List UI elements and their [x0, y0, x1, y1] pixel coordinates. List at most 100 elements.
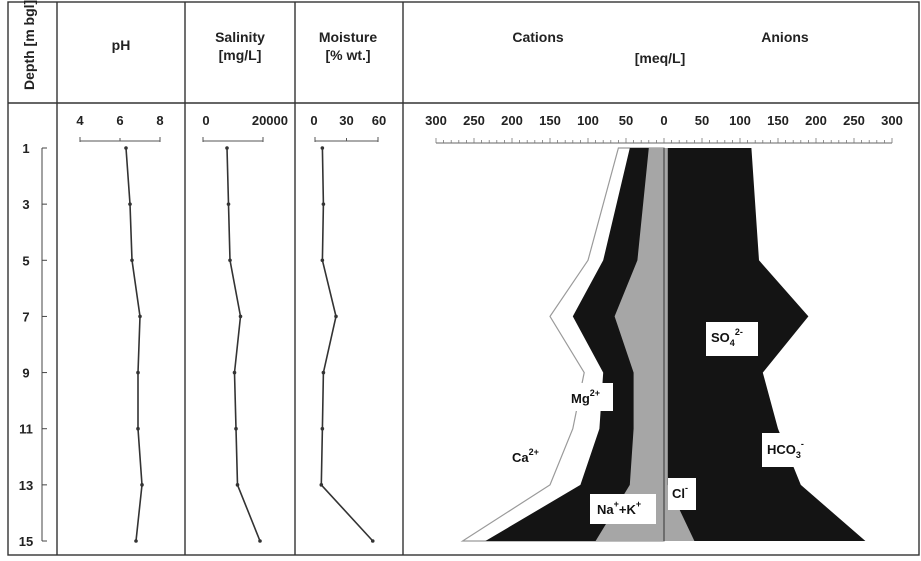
- ion-tick-label: 150: [539, 113, 561, 128]
- ph-point: [140, 483, 144, 487]
- ion-tick-label: 300: [425, 113, 447, 128]
- ph-tick-label: 6: [116, 113, 123, 128]
- moisture-point: [320, 146, 325, 150]
- k-sup: +: [636, 499, 641, 509]
- ph-point: [138, 314, 142, 319]
- ph-point: [136, 370, 140, 375]
- mg-text: Mg: [571, 391, 590, 406]
- ion-tick-label: 150: [767, 113, 789, 128]
- so4-text: SO: [711, 330, 730, 345]
- ion-panel: 300 250 200 150 100 50 0 50 100 150 200 250 300: [425, 113, 903, 542]
- ph-tick-label: 8: [156, 113, 163, 128]
- moisture-point: [321, 370, 326, 375]
- cl-sup: -: [685, 483, 688, 493]
- na-text: Na: [597, 502, 614, 517]
- salinity-point: [238, 314, 243, 319]
- mg-sup: 2+: [590, 388, 600, 398]
- svg-text:HCO3-: HCO3-: [767, 439, 804, 460]
- salinity-point: [226, 202, 231, 206]
- ph-point: [124, 146, 128, 150]
- moisture-panel-unit: [% wt.]: [325, 47, 370, 63]
- depth-tick-label: 5: [22, 253, 29, 268]
- figure-frame: [7, 1, 920, 556]
- ion-tick-label: 200: [805, 113, 827, 128]
- svg-text:Cl-: Cl-: [672, 483, 688, 501]
- ph-point: [130, 258, 134, 263]
- so4-hco3-area: [664, 148, 866, 541]
- depth-tick-label: 7: [22, 309, 29, 324]
- na-k-label: Na++K+: [590, 494, 656, 524]
- so4-sub: 4: [730, 338, 735, 348]
- moisture-profile-line: [320, 147, 374, 542]
- cl-label: Cl-: [668, 478, 696, 510]
- hco3-sup: -: [801, 439, 804, 449]
- ion-tick-label: 300: [881, 113, 903, 128]
- moisture-tick-label: 0: [310, 113, 317, 128]
- salinity-panel-title: Salinity: [215, 29, 265, 45]
- na-k-area: [595, 148, 664, 541]
- ca-label: Ca2+: [505, 443, 549, 469]
- ion-tick-label: 100: [729, 113, 751, 128]
- salinity-point: [228, 258, 232, 263]
- svg-text:Na++K+: Na++K+: [597, 499, 641, 517]
- salinity-point: [258, 539, 262, 543]
- svg-text:SO42-: SO42-: [711, 327, 743, 348]
- depth-tick-label: 11: [19, 422, 33, 437]
- ph-profile-line: [125, 147, 143, 542]
- moisture-point: [321, 202, 326, 206]
- ion-tick-label: 200: [501, 113, 523, 128]
- salinity-point: [234, 426, 238, 431]
- ca-label-box: [505, 443, 549, 469]
- ions-unit: [meq/L]: [635, 50, 686, 66]
- salinity-point: [235, 483, 240, 487]
- depth-tick-label: 9: [22, 366, 29, 381]
- moisture-tick-label: 30: [339, 113, 353, 128]
- na-k-label-box: [590, 494, 656, 524]
- cl-label-box: [668, 478, 696, 510]
- na-k-mid: +K: [619, 502, 637, 517]
- hco3-text: HCO: [767, 442, 796, 457]
- ion-tick-label: 50: [619, 113, 633, 128]
- moisture-tick-label: 60: [372, 113, 386, 128]
- salinity-panel-unit: [mg/L]: [219, 47, 262, 63]
- moisture-panel-title: Moisture: [319, 29, 378, 45]
- salinity-point: [232, 370, 237, 375]
- ion-tick-label: 250: [843, 113, 865, 128]
- svg-text:Mg2+: Mg2+: [571, 388, 600, 406]
- salinity-tick-label: 0: [202, 113, 209, 128]
- mg-label-box: [565, 383, 613, 411]
- ph-point: [134, 539, 138, 543]
- depth-tick-label: 1: [22, 141, 29, 156]
- ca-sup: 2+: [529, 447, 539, 457]
- ph-panel-title: pH: [112, 37, 131, 53]
- salinity-profile-line: [226, 147, 261, 542]
- so4-label-box: [706, 322, 758, 356]
- na-sup: +: [614, 499, 619, 509]
- moisture-point: [320, 258, 325, 263]
- depth-axis-title: Depth [m bgl]: [21, 0, 37, 90]
- svg-text:Ca2+: Ca2+: [512, 447, 539, 465]
- ph-tick-label: 4: [76, 113, 84, 128]
- moisture-point: [334, 314, 338, 319]
- mg-area: [485, 148, 664, 541]
- salinity-point: [225, 146, 229, 150]
- ion-tick-label: 0: [660, 113, 667, 128]
- depth-tick-label: 3: [22, 197, 29, 212]
- anions-title: Anions: [761, 29, 809, 45]
- moisture-point: [319, 483, 324, 487]
- ion-tick-label: 250: [463, 113, 485, 128]
- hco3-label-box: [762, 433, 820, 467]
- ph-point: [128, 202, 132, 206]
- hco3-label: HCO3-: [762, 433, 820, 467]
- cl-area: [664, 148, 695, 541]
- salinity-tick-label: 20000: [252, 113, 288, 128]
- moisture-point: [320, 426, 325, 431]
- ion-tick-label: 50: [695, 113, 709, 128]
- ca-text: Ca: [512, 450, 529, 465]
- depth-tick-label: 15: [19, 534, 33, 549]
- moisture-point: [370, 539, 375, 543]
- depth-tick-label: 13: [19, 478, 33, 493]
- profile-panels: 4 6 8 0 20000 0 30 60: [76, 113, 386, 543]
